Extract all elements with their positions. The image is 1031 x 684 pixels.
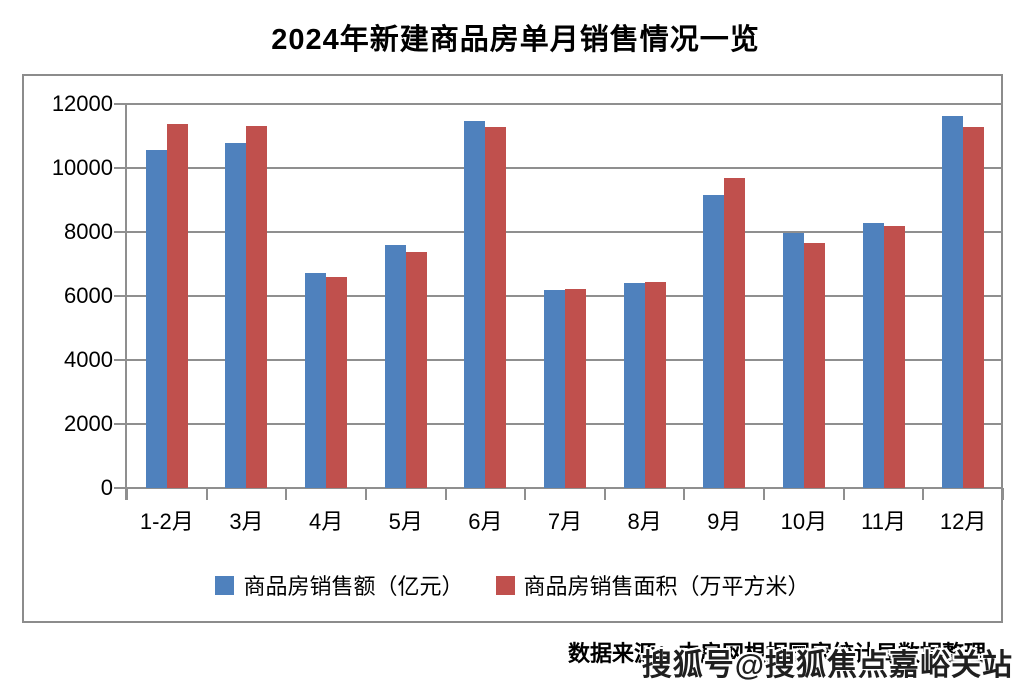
- legend-item-sales-area: 商品房销售面积（万平方米）: [495, 569, 810, 601]
- y-axis-label: 12000: [51, 91, 113, 116]
- x-axis-tick: [683, 488, 686, 500]
- x-axis-label: 3月: [229, 509, 264, 534]
- x-axis-label: 11月: [861, 509, 906, 534]
- y-axis-label: 4000: [64, 347, 113, 372]
- bar-series2-3月: [246, 126, 268, 488]
- y-axis-tick: [114, 231, 127, 233]
- x-axis-tick: [444, 488, 447, 500]
- bar-series2-7月: [565, 288, 586, 488]
- bar-series2-9月: [724, 178, 746, 488]
- x-axis-label: 8月: [627, 509, 662, 534]
- chart-frame: 0 2000 4000 6000 8000 10000 12000 1-2月 3月 4月 5月 6月 7…: [22, 74, 1004, 623]
- watermark-text: 搜狐号@搜狐焦点嘉峪关站: [641, 649, 1013, 682]
- x-axis-label: 4月: [308, 509, 344, 534]
- x-axis-tick: [205, 488, 208, 500]
- legend-swatch-sales-area-icon: [495, 575, 515, 595]
- legend-label-sales-amount: 商品房销售额（亿元）: [243, 574, 464, 599]
- legend: 商品房销售额（亿元） 商品房销售面积（万平方米）: [24, 569, 1001, 601]
- bar-series1-1-2月: [145, 149, 167, 488]
- x-axis-tick: [842, 488, 845, 500]
- bar-series2-4月: [326, 277, 348, 488]
- data-source-text: 数据来源：中房网根据国家统计局数据整理: [568, 641, 987, 666]
- bar-series2-11月: [883, 225, 905, 488]
- bar-series1-6月: [464, 121, 486, 488]
- y-axis-label: 0: [100, 475, 113, 500]
- y-axis-tick: [114, 167, 127, 169]
- x-axis-tick: [1002, 488, 1004, 500]
- x-axis-tick: [763, 488, 766, 500]
- legend-item-sales-amount: 商品房销售额（亿元）: [215, 569, 464, 601]
- x-axis-label: 1-2月: [139, 509, 194, 534]
- x-axis-label: 5月: [388, 509, 423, 534]
- legend-label-sales-area: 商品房销售面积（万平方米）: [523, 574, 810, 599]
- y-axis-tick: [114, 487, 127, 489]
- bar-series1-10月: [782, 232, 804, 488]
- bar-series1-11月: [862, 223, 884, 488]
- legend-swatch-sales-amount-icon: [215, 575, 235, 595]
- x-axis-label: 6月: [468, 509, 503, 534]
- gridline: [127, 231, 1003, 233]
- x-axis-label: 9月: [707, 509, 742, 534]
- x-axis-tick: [285, 488, 288, 500]
- y-axis-tick: [114, 359, 127, 361]
- bar-series1-9月: [703, 194, 725, 488]
- y-axis-tick: [114, 295, 127, 297]
- x-axis-tick: [922, 488, 925, 500]
- plot-area: 0 2000 4000 6000 8000 10000 12000 1-2月 3月 4月 5月 6月 7…: [52, 91, 1004, 534]
- bar-series2-5月: [405, 251, 427, 488]
- bar-series1-7月: [544, 289, 565, 488]
- bar-series1-4月: [305, 273, 327, 488]
- bar-series2-10月: [803, 243, 825, 488]
- y-axis-label: 2000: [64, 411, 113, 436]
- x-axis-label: 10月: [780, 509, 828, 534]
- x-axis-label: 12月: [939, 509, 987, 534]
- y-axis-line: [125, 104, 127, 500]
- x-axis-tick: [126, 488, 128, 500]
- gridline: [127, 167, 1003, 169]
- y-axis-label: 6000: [64, 283, 113, 308]
- bar-series2-6月: [485, 127, 507, 488]
- bar-series1-12月: [942, 116, 964, 488]
- x-axis-tick: [603, 488, 606, 500]
- y-axis-label: 8000: [64, 219, 113, 244]
- gridline: [127, 487, 1003, 489]
- bar-series2-8月: [644, 281, 666, 488]
- bar-series2-12月: [963, 127, 985, 488]
- bar-series1-5月: [384, 244, 406, 488]
- y-axis-tick: [114, 423, 127, 425]
- y-axis-label: 10000: [51, 155, 113, 180]
- bar-series2-1-2月: [166, 124, 188, 488]
- y-axis-tick: [114, 103, 127, 105]
- bar-series1-3月: [225, 142, 247, 488]
- x-axis-tick: [364, 488, 367, 500]
- chart-title: 2024年新建商品房单月销售情况一览: [271, 24, 760, 56]
- x-axis-tick: [524, 488, 527, 500]
- gridline: [127, 103, 1003, 105]
- x-axis-label: 7月: [547, 509, 583, 534]
- bar-series1-8月: [623, 283, 645, 488]
